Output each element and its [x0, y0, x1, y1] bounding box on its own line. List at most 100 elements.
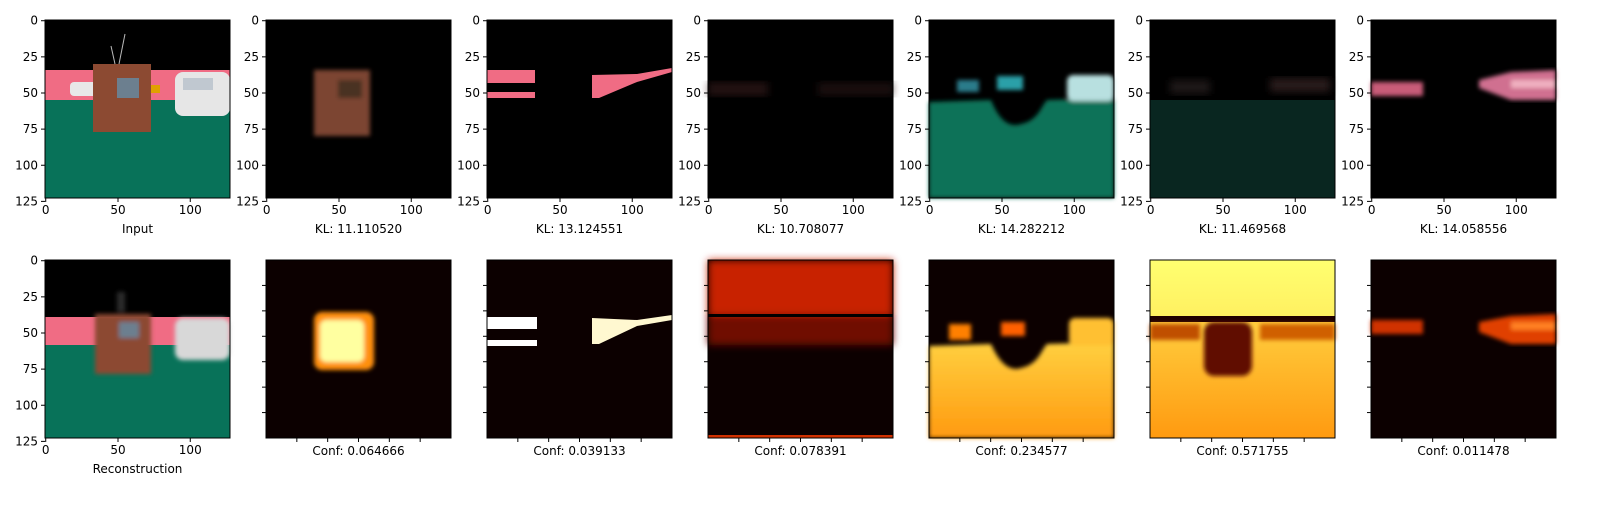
- y-tick-label: 100: [678, 158, 701, 172]
- y-tick-label: 25: [23, 50, 38, 64]
- top-caption: KL: 10.708077: [757, 222, 844, 236]
- y-tick-label: 75: [23, 362, 38, 376]
- y-tick-label: 125: [236, 194, 259, 208]
- y-tick-label: 25: [907, 50, 922, 64]
- y-tick-label: 0: [30, 254, 38, 268]
- bottom-caption: Conf: 0.234577: [975, 444, 1067, 458]
- x-tick-label: 100: [621, 203, 644, 217]
- y-tick-label: 25: [244, 50, 259, 64]
- axes-frame: [928, 19, 1115, 199]
- x-tick-label: 50: [331, 203, 346, 217]
- axes-frame: [707, 19, 894, 199]
- y-tick-label: 0: [914, 14, 922, 28]
- y-tick-label: 75: [244, 122, 259, 136]
- x-tick-label: 100: [1284, 203, 1307, 217]
- y-tick-label: 100: [15, 158, 38, 172]
- bottom-caption: Reconstruction: [93, 462, 183, 476]
- y-tick-label: 50: [686, 86, 701, 100]
- axes-layer: 0 50 100 0 25 50 75 100 125 Input 0 50 100 0 25 50 75 100…: [15, 14, 1557, 476]
- y-tick-label: 0: [1356, 14, 1364, 28]
- y-tick-label: 50: [465, 86, 480, 100]
- panel-kl-3: [708, 20, 893, 198]
- panel-conf-6: [1371, 260, 1556, 438]
- x-tick-label: 50: [994, 203, 1009, 217]
- y-tick-label: 125: [899, 194, 922, 208]
- x-tick-label: 100: [842, 203, 865, 217]
- x-tick-label: 0: [484, 203, 492, 217]
- x-tick-label: 100: [179, 203, 202, 217]
- x-tick-label: 0: [1368, 203, 1376, 217]
- y-tick-label: 0: [251, 14, 259, 28]
- x-tick-label: 50: [110, 203, 125, 217]
- panel-conf-4: [929, 260, 1114, 438]
- y-tick-label: 0: [472, 14, 480, 28]
- panel-conf-1: [266, 260, 451, 438]
- x-tick-label: 0: [42, 203, 50, 217]
- x-tick-label: 0: [705, 203, 713, 217]
- y-tick-label: 100: [15, 398, 38, 412]
- bottom-caption: Conf: 0.078391: [754, 444, 846, 458]
- top-caption: KL: 14.058556: [1420, 222, 1507, 236]
- panel-conf-5: [1150, 260, 1335, 438]
- top-caption: KL: 11.110520: [315, 222, 402, 236]
- y-tick-label: 50: [23, 86, 38, 100]
- axes-frame: [265, 19, 452, 199]
- x-tick-label: 50: [1436, 203, 1451, 217]
- y-tick-label: 0: [1135, 14, 1143, 28]
- y-tick-label: 125: [1341, 194, 1364, 208]
- y-tick-label: 25: [686, 50, 701, 64]
- x-tick-label: 50: [773, 203, 788, 217]
- panel-kl-6: [1371, 20, 1556, 198]
- y-tick-label: 50: [1349, 86, 1364, 100]
- axes-frame: [1370, 19, 1557, 199]
- y-tick-label: 75: [686, 122, 701, 136]
- panel-kl-1: [266, 20, 451, 198]
- axes-frame: [486, 19, 673, 199]
- y-tick-label: 125: [15, 194, 38, 208]
- x-tick-label: 0: [263, 203, 271, 217]
- y-tick-label: 100: [236, 158, 259, 172]
- x-tick-label: 0: [1147, 203, 1155, 217]
- y-tick-label: 125: [457, 194, 480, 208]
- panel-kl-4: [929, 20, 1114, 198]
- x-tick-label: 0: [42, 443, 50, 457]
- x-tick-label: 50: [110, 443, 125, 457]
- y-tick-label: 75: [1128, 122, 1143, 136]
- y-tick-label: 75: [907, 122, 922, 136]
- y-tick-label: 75: [1349, 122, 1364, 136]
- panel-conf-3: [708, 260, 893, 438]
- bottom-caption: Conf: 0.064666: [312, 444, 404, 458]
- x-tick-label: 100: [1505, 203, 1528, 217]
- y-tick-label: 125: [15, 434, 38, 448]
- x-tick-label: 100: [179, 443, 202, 457]
- y-tick-label: 25: [1128, 50, 1143, 64]
- panel-conf-2: [487, 260, 672, 438]
- y-tick-label: 25: [465, 50, 480, 64]
- panel-kl-5: [1150, 20, 1335, 198]
- y-tick-label: 100: [457, 158, 480, 172]
- top-caption: KL: 13.124551: [536, 222, 623, 236]
- y-tick-label: 50: [23, 326, 38, 340]
- panel-input: [45, 20, 230, 198]
- x-tick-label: 0: [926, 203, 934, 217]
- y-tick-label: 75: [465, 122, 480, 136]
- x-tick-label: 100: [1063, 203, 1086, 217]
- top-caption: KL: 14.282212: [978, 222, 1065, 236]
- y-tick-label: 75: [23, 122, 38, 136]
- y-tick-label: 50: [907, 86, 922, 100]
- y-tick-label: 125: [678, 194, 701, 208]
- y-tick-label: 50: [1128, 86, 1143, 100]
- axes-frame: [44, 259, 231, 439]
- y-tick-label: 25: [23, 290, 38, 304]
- y-tick-label: 0: [30, 14, 38, 28]
- y-tick-label: 50: [244, 86, 259, 100]
- x-tick-label: 50: [1215, 203, 1230, 217]
- x-tick-label: 50: [552, 203, 567, 217]
- bottom-caption: Conf: 0.039133: [533, 444, 625, 458]
- y-tick-label: 0: [693, 14, 701, 28]
- bottom-caption: Conf: 0.571755: [1196, 444, 1288, 458]
- top-caption: KL: 11.469568: [1199, 222, 1286, 236]
- axes-frame: [1149, 19, 1336, 199]
- y-tick-label: 125: [1120, 194, 1143, 208]
